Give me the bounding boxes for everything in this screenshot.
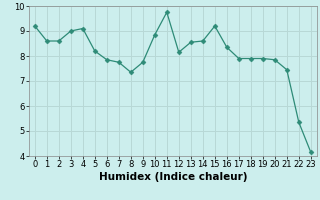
X-axis label: Humidex (Indice chaleur): Humidex (Indice chaleur) — [99, 172, 247, 182]
